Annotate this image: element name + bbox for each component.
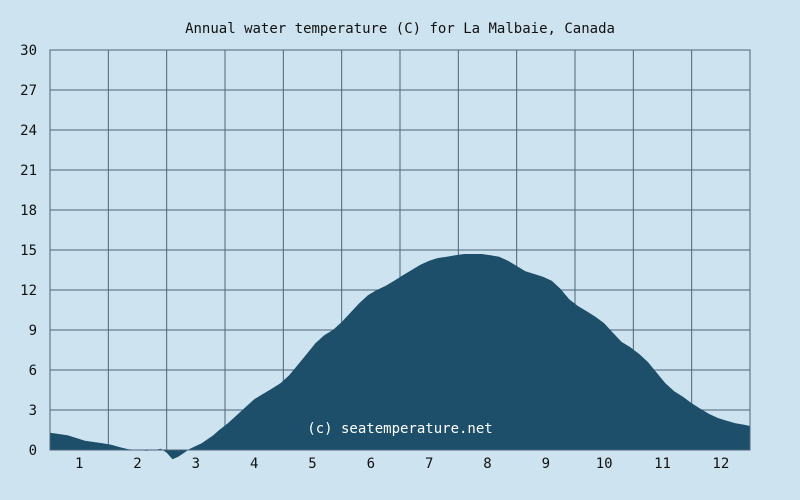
y-tick-label: 24 xyxy=(20,123,37,139)
x-tick-label: 10 xyxy=(596,456,613,472)
x-tick-label: 1 xyxy=(75,456,83,472)
y-tick-label: 30 xyxy=(20,43,37,59)
x-tick-label: 7 xyxy=(425,456,433,472)
temperature-area xyxy=(50,254,750,460)
x-tick-label: 2 xyxy=(133,456,141,472)
watermark-text: (c) seatemperature.net xyxy=(307,421,492,437)
plot-frame xyxy=(49,49,751,451)
y-tick-label: 0 xyxy=(29,443,37,459)
y-axis-ticks: 0 3 6 9 12 15 18 21 24 27 30 xyxy=(20,43,37,459)
chart-title: Annual water temperature (C) for La Malb… xyxy=(185,21,615,37)
y-tick-label: 9 xyxy=(29,323,37,339)
x-tick-label: 5 xyxy=(308,456,316,472)
x-tick-label: 6 xyxy=(367,456,375,472)
y-tick-label: 21 xyxy=(20,163,37,179)
y-tick-label: 18 xyxy=(20,203,37,219)
y-tick-label: 27 xyxy=(20,83,37,99)
x-tick-label: 9 xyxy=(542,456,550,472)
x-tick-label: 11 xyxy=(654,456,671,472)
y-tick-label: 6 xyxy=(29,363,37,379)
y-tick-label: 3 xyxy=(29,403,37,419)
x-tick-label: 12 xyxy=(712,456,729,472)
y-tick-label: 15 xyxy=(20,243,37,259)
y-tick-label: 12 xyxy=(20,283,37,299)
x-axis-ticks: 1 2 3 4 5 6 7 8 9 10 11 12 xyxy=(75,456,729,472)
x-tick-label: 8 xyxy=(483,456,491,472)
x-tick-label: 3 xyxy=(192,456,200,472)
x-tick-label: 4 xyxy=(250,456,258,472)
